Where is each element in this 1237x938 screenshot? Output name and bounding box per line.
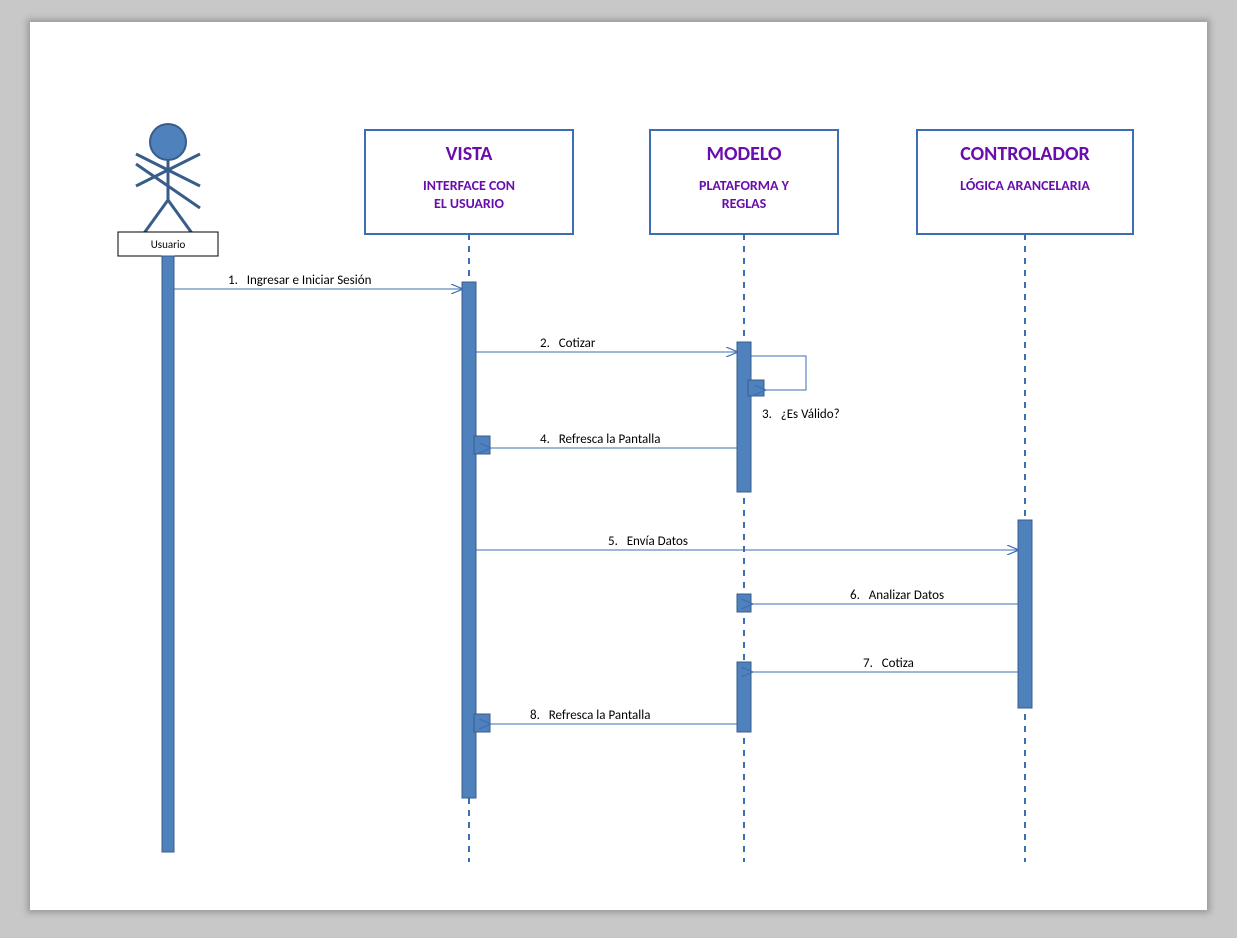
activation-nub (474, 714, 490, 732)
actor-leg-left (142, 200, 168, 236)
diagram-canvas: Usuario VISTA INTERFACE CONEL USUARIO MODEL… (30, 22, 1207, 910)
participant-subtitle: PLATAFORMA Y (699, 177, 790, 194)
self-message-label: 3. ¿Es Válido? (762, 407, 840, 422)
activation-nub (748, 380, 764, 396)
message-label: 4. Refresca la Pantalla (540, 432, 660, 447)
participant-subtitle: INTERFACE CON (423, 177, 515, 194)
actor-head-icon (150, 124, 186, 160)
participant-subtitle: LÓGICA ARANCELARIA (960, 177, 1090, 194)
activation-modelo (737, 342, 751, 492)
actor-label: Usuario (151, 238, 186, 251)
activation-modelo (737, 662, 751, 732)
participant-subtitle: EL USUARIO (434, 195, 505, 212)
message-label: 2. Cotizar (540, 336, 596, 351)
message-label: 1. Ingresar e Iniciar Sesión (228, 273, 372, 288)
message-label: 5. Envía Datos (608, 534, 688, 549)
participant-subtitle: REGLAS (722, 195, 767, 212)
participant-title: CONTROLADOR (960, 142, 1090, 166)
message-label: 7. Cotiza (863, 656, 914, 671)
sequence-diagram-svg: Usuario VISTA INTERFACE CONEL USUARIO MODEL… (30, 22, 1207, 910)
activation-modelo (737, 594, 751, 612)
actor-leg-right (168, 200, 194, 236)
message-label: 6. Analizar Datos (850, 588, 944, 603)
participant-title: VISTA (446, 142, 494, 166)
participant-title: MODELO (707, 142, 782, 166)
activation-nub (474, 436, 490, 454)
actor-lifeline-bar (162, 256, 174, 852)
activation-ctrl (1018, 520, 1032, 708)
message-label: 8. Refresca la Pantalla (530, 708, 650, 723)
